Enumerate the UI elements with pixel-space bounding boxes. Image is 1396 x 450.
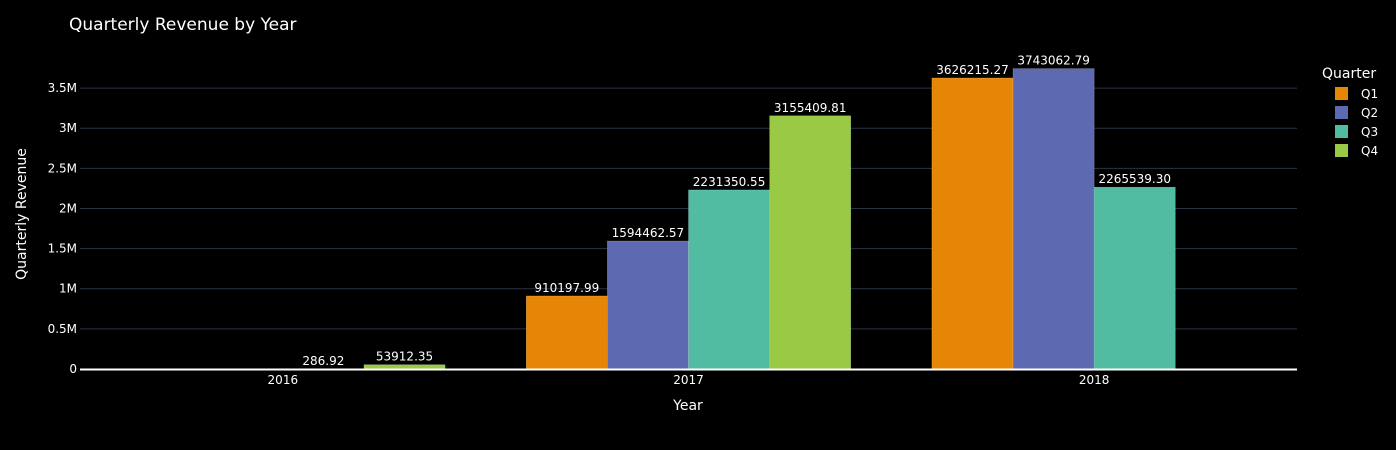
bars xyxy=(282,68,1176,370)
x-axis-title: Year xyxy=(672,398,703,414)
bar-q4-2017[interactable] xyxy=(769,115,852,370)
y-axis-title: Quarterly Revenue xyxy=(14,148,30,280)
data-label: 3743062.79 xyxy=(1017,54,1090,68)
legend-label: Q2 xyxy=(1361,106,1378,120)
legend-label: Q3 xyxy=(1361,125,1378,139)
legend-swatch xyxy=(1335,106,1348,119)
legend-swatch xyxy=(1335,144,1348,157)
bar-q1-2018[interactable] xyxy=(931,77,1014,370)
y-tick-label: 3M xyxy=(59,121,77,135)
data-label: 53912.35 xyxy=(376,350,433,364)
legend-title: Quarter xyxy=(1322,66,1376,82)
x-tick-label: 2017 xyxy=(673,373,704,387)
bar-q2-2018[interactable] xyxy=(1012,68,1095,370)
legend-item-q4[interactable]: Q4 xyxy=(1335,144,1378,158)
bar-q3-2017[interactable] xyxy=(688,189,770,370)
x-tick-label: 2018 xyxy=(1079,373,1110,387)
legend-item-q3[interactable]: Q3 xyxy=(1335,125,1378,139)
y-tick-label: 1.5M xyxy=(48,242,77,256)
y-tick-label: 0 xyxy=(69,362,77,376)
x-tick-labels: 2016 2017 2018 xyxy=(268,373,1110,387)
y-tick-label: 1M xyxy=(59,282,77,296)
legend-swatch xyxy=(1335,87,1348,100)
legend-item-q1[interactable]: Q1 xyxy=(1335,87,1378,101)
y-tick-labels: 0 0.5M 1M 1.5M 2M 2.5M 3M 3.5M xyxy=(48,81,77,376)
bar-q1-2017[interactable] xyxy=(525,295,608,370)
y-tick-label: 2.5M xyxy=(48,161,77,175)
data-label: 2265539.30 xyxy=(1098,172,1171,186)
data-label: 3626215.27 xyxy=(936,63,1009,77)
legend-label: Q1 xyxy=(1361,87,1378,101)
data-label: 2231350.55 xyxy=(693,175,766,189)
data-label: 286.92 xyxy=(302,354,344,368)
bar-q4-2016[interactable] xyxy=(363,364,446,370)
bar-q3-2018[interactable] xyxy=(1093,186,1176,370)
y-tick-label: 0.5M xyxy=(48,322,77,336)
data-label: 910197.99 xyxy=(534,281,599,295)
legend-swatch xyxy=(1335,125,1348,138)
legend-label: Q4 xyxy=(1361,144,1378,158)
legend-item-q2[interactable]: Q2 xyxy=(1335,106,1378,120)
x-tick-label: 2016 xyxy=(268,373,299,387)
data-labels: 910197.99 3626215.27 1594462.57 3743062.79 2… xyxy=(302,54,1171,368)
legend: Quarter Q1 Q2 Q3 Q4 xyxy=(1322,66,1378,158)
bar-q2-2017[interactable] xyxy=(607,240,689,370)
chart-title: Quarterly Revenue by Year xyxy=(69,15,297,35)
data-label: 3155409.81 xyxy=(774,101,847,115)
y-tick-label: 3.5M xyxy=(48,81,77,95)
data-label: 1594462.57 xyxy=(612,226,685,240)
y-tick-label: 2M xyxy=(59,201,77,215)
